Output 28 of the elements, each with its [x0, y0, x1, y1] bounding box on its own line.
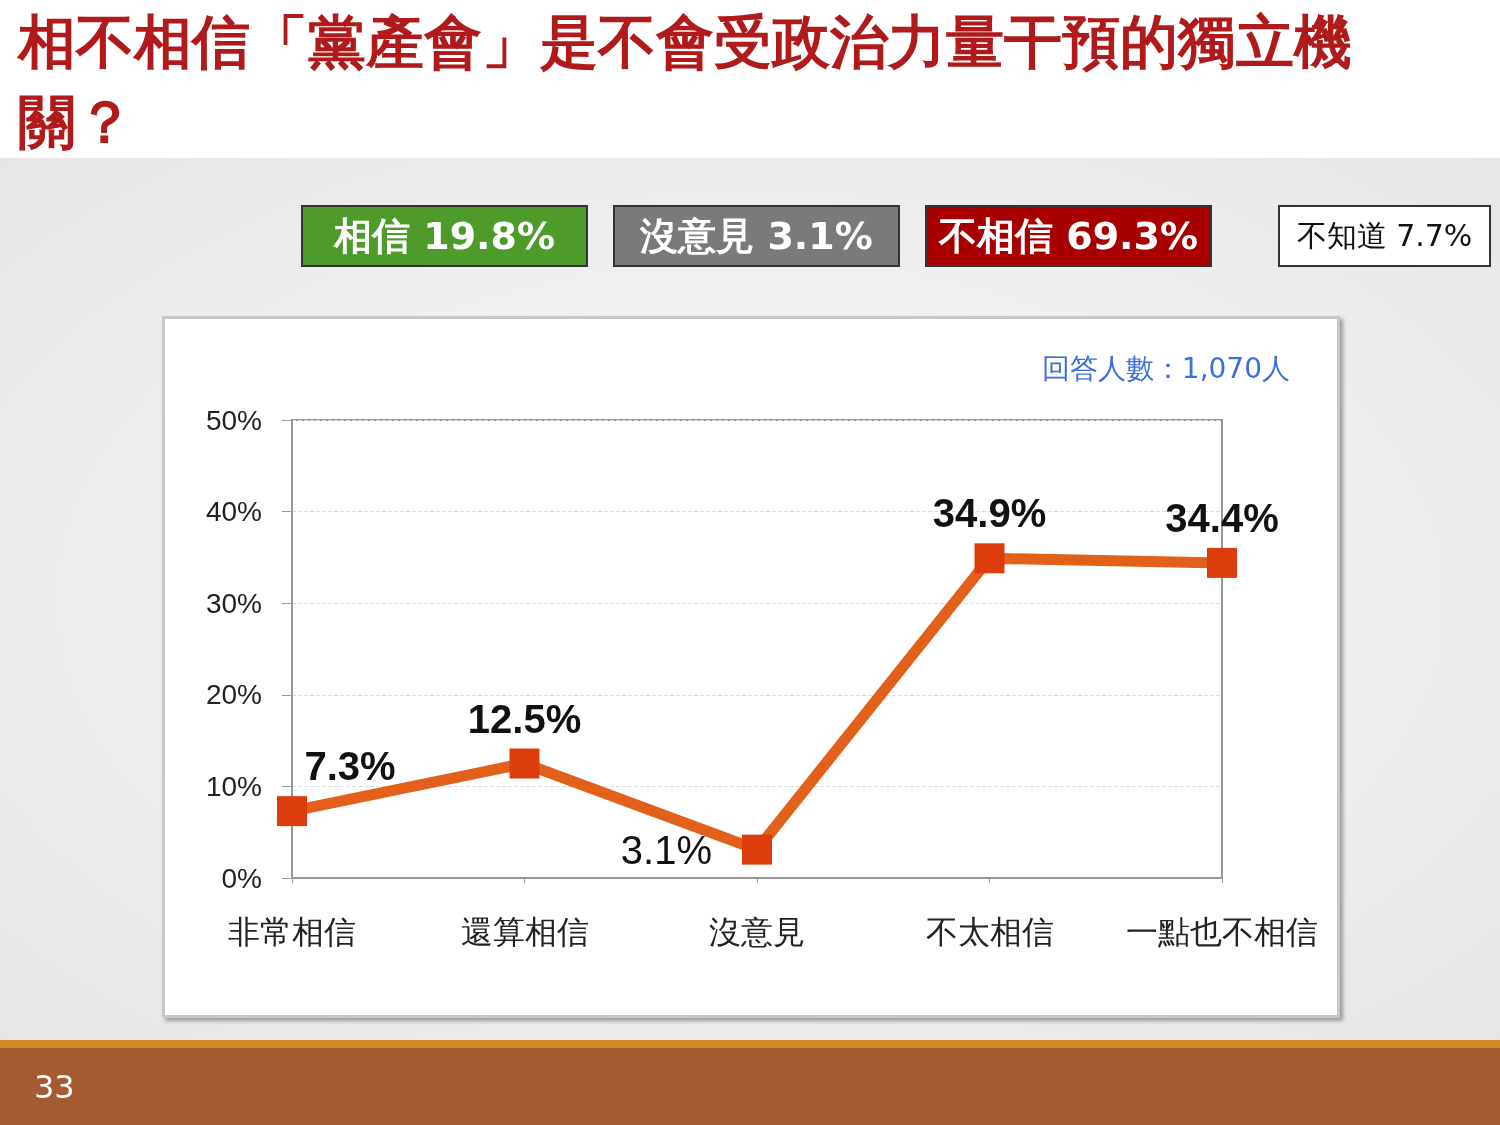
- data-label: 3.1%: [620, 827, 712, 872]
- text: 回答人數：1,070人: [1040, 351, 1290, 387]
- point: [1207, 547, 1237, 578]
- text: 不相信 69.3%: [925, 205, 1212, 267]
- text: 33: [34, 1068, 75, 1106]
- x-tick-label: 還算相信: [460, 914, 589, 950]
- y-tick-label: 30%: [205, 587, 262, 619]
- y-tick-label: 40%: [205, 496, 262, 528]
- data-label: 34.4%: [1165, 495, 1279, 540]
- point: [509, 748, 540, 779]
- point: [277, 796, 307, 827]
- text: 沒意見 3.1%: [613, 205, 900, 267]
- point: [742, 834, 772, 865]
- data-label: 34.9%: [932, 491, 1047, 536]
- point: [974, 543, 1005, 574]
- data-label: 7.3%: [304, 744, 396, 789]
- data-label: 12.5%: [467, 696, 582, 741]
- x-tick-label: 不太相信: [925, 914, 1054, 950]
- chart-title: 相不相信「黨產會」是不會受政治力量干預的獨立機關？: [18, 7, 1353, 158]
- text: 不知道 7.7%: [1278, 205, 1491, 267]
- x-tick-label: 沒意見: [709, 914, 805, 950]
- y-tick-label: 10%: [205, 770, 262, 802]
- text: 相信 19.8%: [301, 205, 588, 267]
- y-tick-label: 50%: [205, 404, 262, 436]
- y-tick-label: 20%: [205, 679, 262, 711]
- x-tick-label: 一點也不相信: [1126, 914, 1318, 950]
- y-tick-label: 0%: [221, 862, 262, 894]
- x-tick-label: 非常相信: [228, 914, 356, 950]
